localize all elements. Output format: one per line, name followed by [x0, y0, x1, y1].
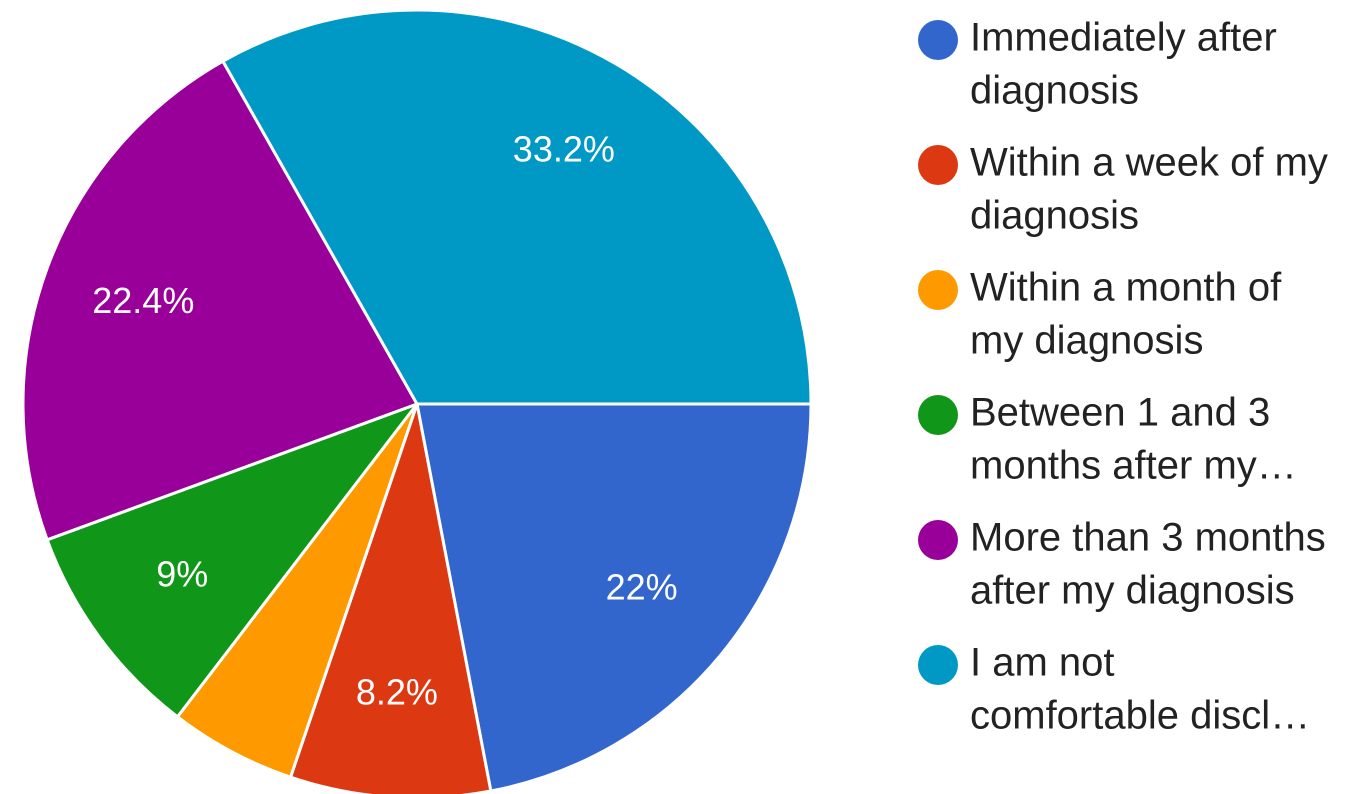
legend-swatch [918, 145, 958, 185]
legend-label: Immediately after [970, 16, 1277, 60]
legend-label: comfortable discl… [970, 694, 1310, 738]
legend-label: I am not [970, 641, 1115, 685]
slice-label: 8.2% [356, 671, 438, 712]
legend-label: months after my… [970, 444, 1297, 488]
legend-label: after my diagnosis [970, 569, 1295, 613]
legend-swatch [918, 645, 958, 685]
legend-label: diagnosis [970, 69, 1139, 113]
legend-label: my diagnosis [970, 319, 1203, 363]
pie-slice [288, 398, 493, 794]
legend-label: Within a month of [970, 266, 1282, 310]
slice-label: 33.2% [513, 129, 615, 170]
pie-slice [45, 400, 422, 719]
pie-slice [21, 59, 420, 542]
legend-swatch [918, 395, 958, 435]
legend-swatch [918, 270, 958, 310]
slice-label: 9% [156, 553, 208, 594]
pie-slice [220, 8, 813, 406]
slice-label: 22% [606, 566, 678, 607]
legend-label: Between 1 and 3 [970, 391, 1270, 435]
legend-swatch [918, 520, 958, 560]
legend-label: More than 3 months [970, 516, 1326, 560]
legend-swatch [918, 20, 958, 60]
slice-label: 22.4% [92, 280, 194, 321]
legend-label: Within a week of my [970, 141, 1328, 185]
legend-label: diagnosis [970, 194, 1139, 238]
pie-slice [415, 402, 813, 793]
